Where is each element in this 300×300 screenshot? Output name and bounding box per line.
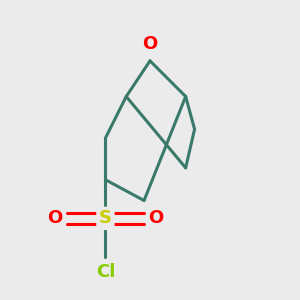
Text: O: O bbox=[148, 209, 164, 227]
Text: S: S bbox=[99, 209, 112, 227]
Text: Cl: Cl bbox=[96, 263, 115, 281]
Text: O: O bbox=[142, 35, 158, 53]
Text: O: O bbox=[47, 209, 62, 227]
